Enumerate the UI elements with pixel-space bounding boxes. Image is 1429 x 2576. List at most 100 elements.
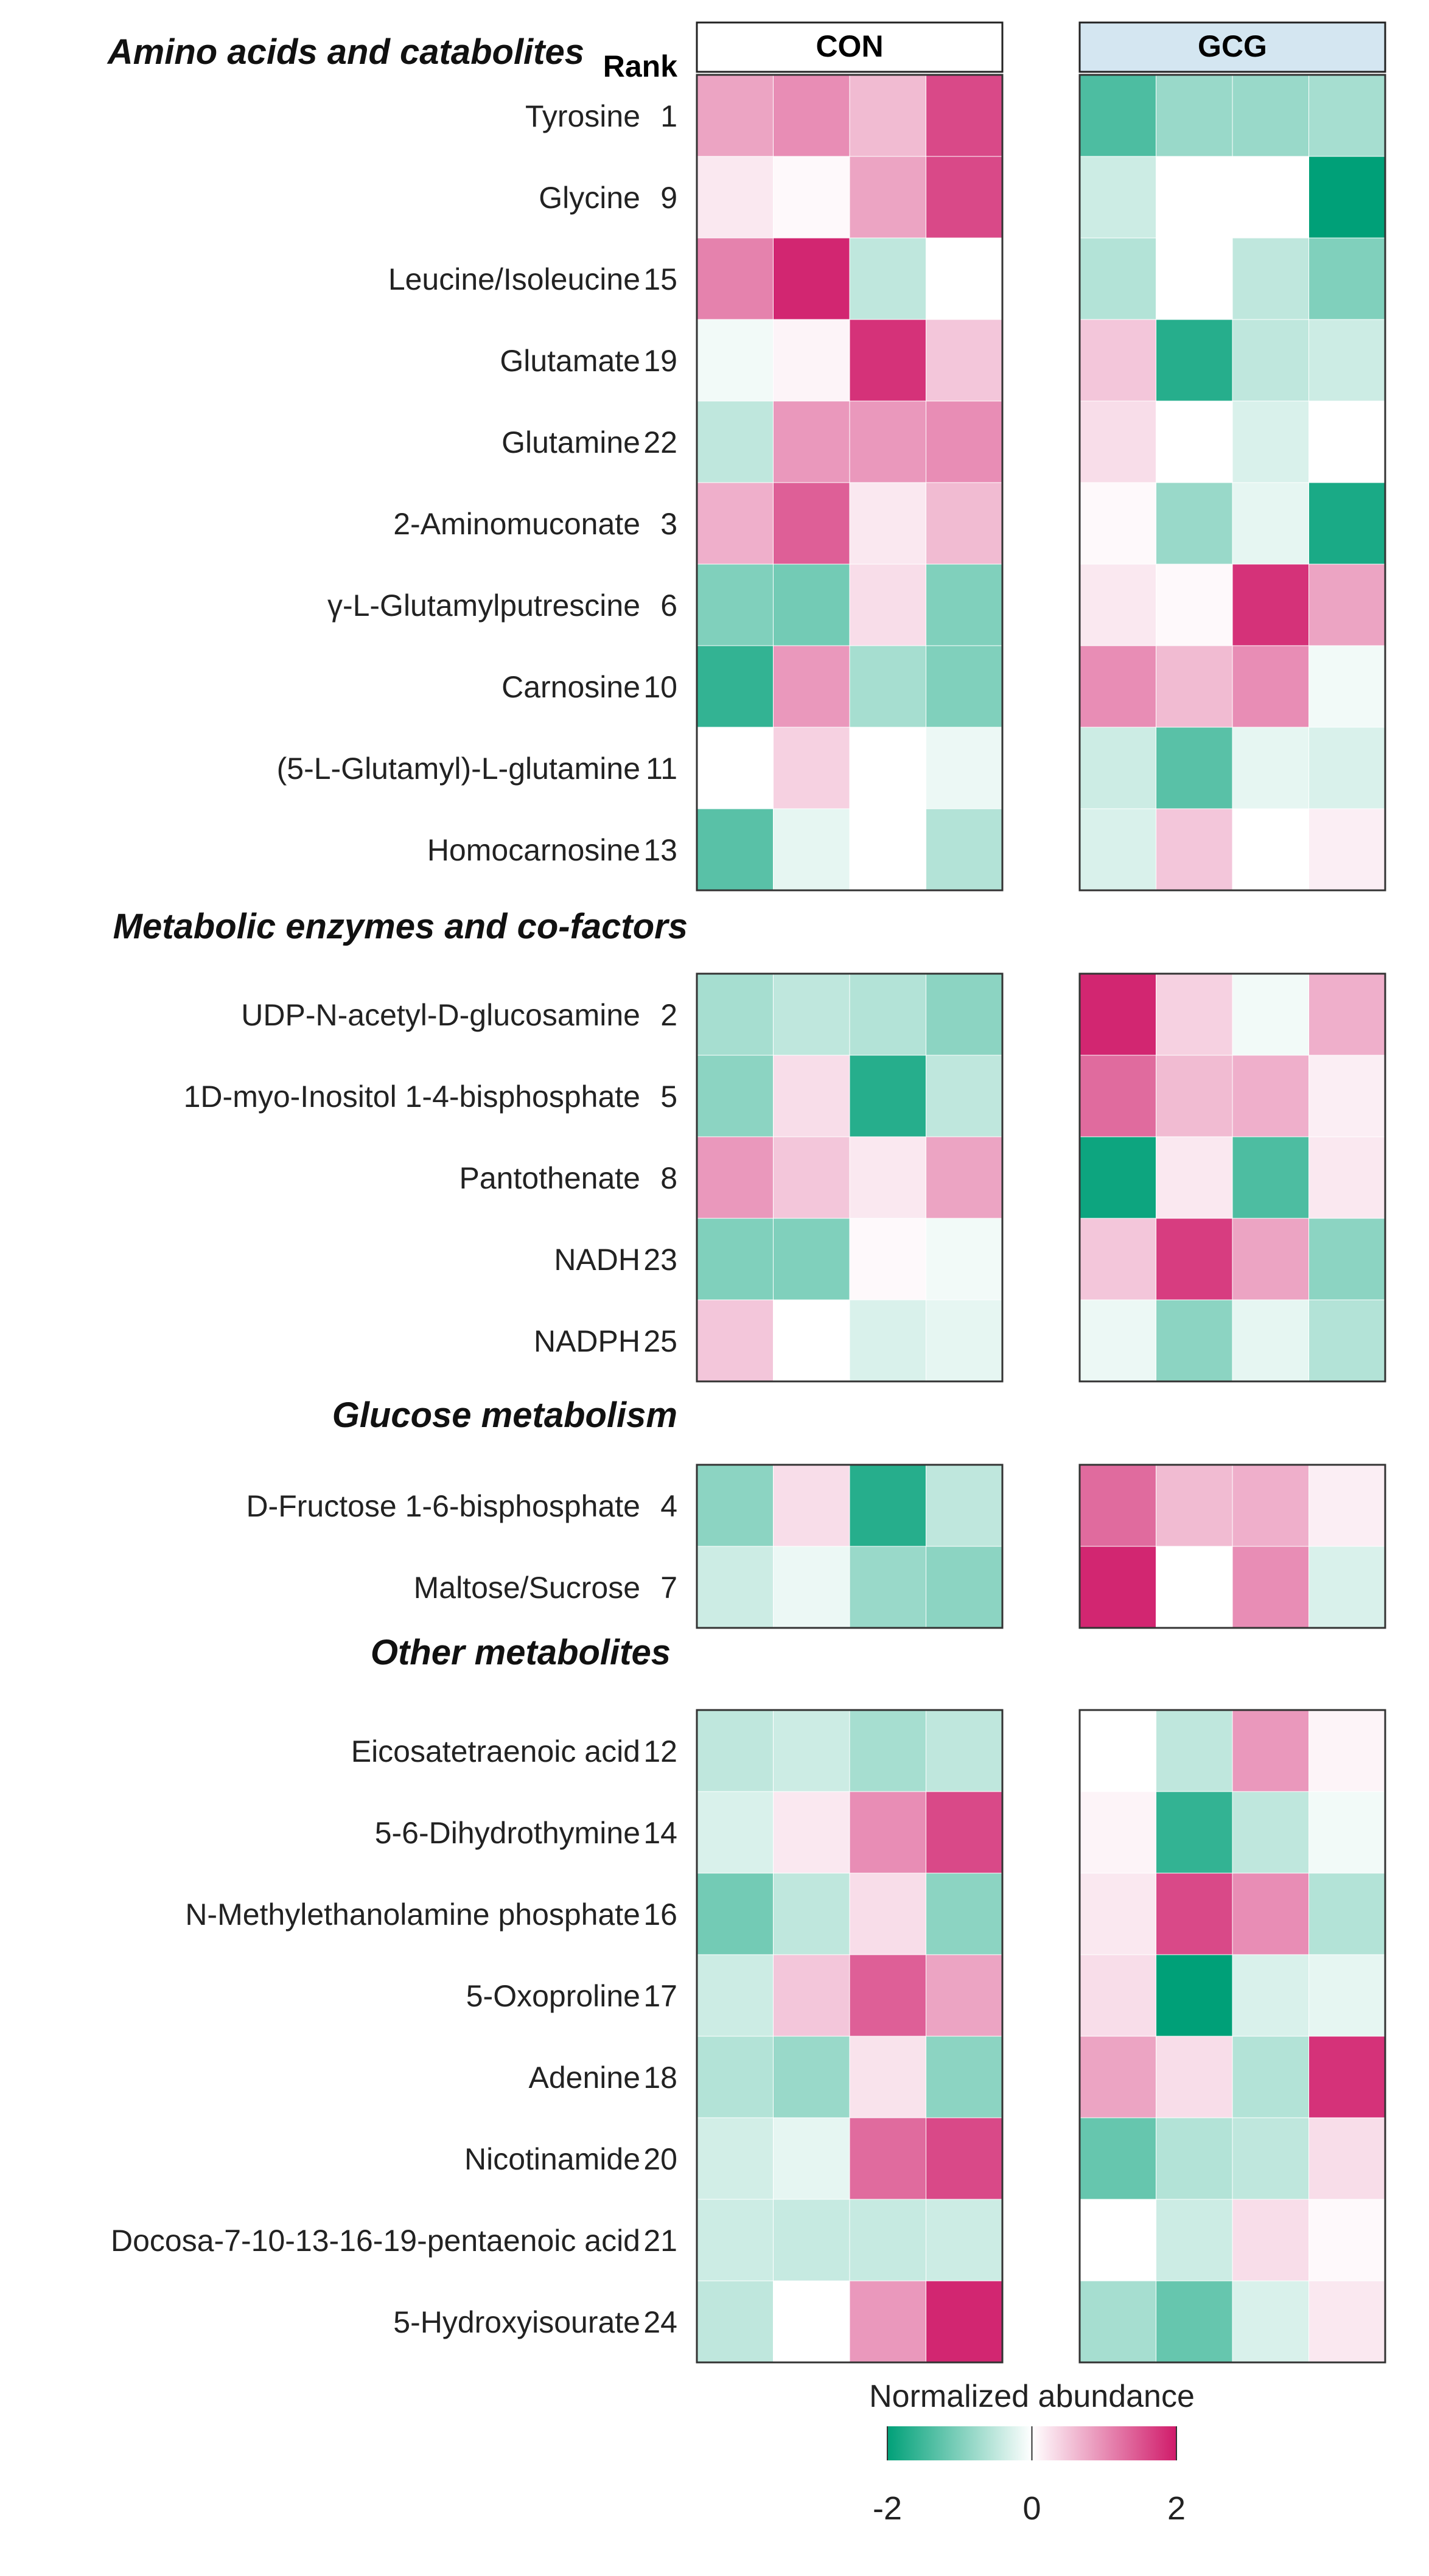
heat-cell-gcg — [1232, 808, 1309, 891]
heat-cell-con — [696, 1709, 774, 1792]
heat-cell-con — [926, 1546, 1003, 1628]
row-label: 5-6-Dihydrothymine — [375, 1816, 640, 1850]
heat-cell-con — [926, 1136, 1003, 1219]
section-title: Amino acids and catabolites — [107, 32, 584, 72]
block-border-gcg — [1078, 74, 1386, 892]
colorbar-title: Normalized abundance — [869, 2379, 1195, 2414]
heat-cell-con — [696, 727, 774, 809]
heat-cell-con — [773, 1791, 850, 1874]
heat-cell-gcg — [1232, 156, 1309, 239]
heat-cell-con — [696, 1055, 774, 1137]
block-border-gcg — [1078, 1709, 1386, 2364]
row-rank: 16 — [643, 1897, 677, 1932]
heat-cell-con — [773, 564, 850, 646]
heat-cell-con — [696, 237, 774, 320]
heat-cell-con — [849, 1218, 926, 1300]
heat-cell-con — [926, 727, 1003, 809]
heat-cell-gcg — [1232, 400, 1309, 483]
row-label: Docosa-7-10-13-16-19-pentaenoic acid — [111, 2224, 640, 2258]
row-rank: 18 — [643, 2061, 677, 2095]
heat-cell-gcg — [1308, 1873, 1386, 1955]
heat-cell-gcg — [1232, 645, 1309, 728]
heat-cell-con — [696, 2036, 774, 2118]
heat-cell-gcg — [1156, 2036, 1233, 2118]
heat-cell-gcg — [1308, 2280, 1386, 2363]
row-rank: 15 — [643, 262, 677, 296]
heat-cell-gcg — [1308, 1055, 1386, 1137]
block-border-gcg — [1078, 972, 1386, 1383]
heat-cell-con — [849, 1873, 926, 1955]
heat-cell-con — [926, 2280, 1003, 2363]
heat-cell-gcg — [1308, 1546, 1386, 1628]
block-border-con — [696, 74, 1004, 892]
heat-cell-con — [696, 400, 774, 483]
row-rank: 17 — [643, 1979, 677, 2013]
row-rank: 11 — [646, 752, 677, 786]
heat-cell-con — [849, 564, 926, 646]
heat-cell-gcg — [1156, 1464, 1233, 1547]
heat-cell-con — [773, 1873, 850, 1955]
heat-cell-con — [849, 645, 926, 728]
heat-cell-con — [849, 2117, 926, 2200]
heat-cell-gcg — [1308, 1218, 1386, 1300]
heat-cell-gcg — [1079, 74, 1156, 157]
row-rank: 3 — [660, 507, 677, 541]
row-label: NADPH — [534, 1324, 640, 1358]
heat-cell-con — [926, 74, 1003, 157]
heat-cell-gcg — [1156, 2280, 1233, 2363]
heat-cell-con — [773, 319, 850, 402]
heat-cell-gcg — [1079, 1546, 1156, 1628]
heat-cell-gcg — [1308, 973, 1386, 1056]
heat-cell-gcg — [1079, 1709, 1156, 1792]
heat-cell-gcg — [1079, 2117, 1156, 2200]
section-title: Metabolic enzymes and co-factors — [113, 907, 688, 946]
heat-cell-con — [773, 2280, 850, 2363]
heat-cell-con — [696, 482, 774, 565]
heat-cell-con — [773, 973, 850, 1056]
heat-cell-con — [926, 156, 1003, 239]
row-label: N-Methylethanolamine phosphate — [185, 1897, 640, 1932]
heat-cell-gcg — [1156, 808, 1233, 891]
row-rank: 14 — [643, 1816, 677, 1850]
heat-cell-gcg — [1232, 2280, 1309, 2363]
row-rank: 22 — [643, 425, 677, 459]
heat-cell-con — [849, 1791, 926, 1874]
heat-cell-gcg — [1156, 1873, 1233, 1955]
heat-cell-gcg — [1308, 1299, 1386, 1382]
heat-cell-gcg — [1156, 1299, 1233, 1382]
heat-cell-gcg — [1308, 2199, 1386, 2281]
block-border-con — [696, 1709, 1004, 2364]
row-label: Nicotinamide — [464, 2142, 640, 2176]
row-label: 1D-myo-Inositol 1-4-bisphosphate — [184, 1080, 640, 1114]
heat-cell-con — [849, 237, 926, 320]
heat-cell-con — [773, 1709, 850, 1792]
heat-cell-gcg — [1156, 482, 1233, 565]
heat-cell-gcg — [1232, 2199, 1309, 2281]
heat-cell-gcg — [1232, 237, 1309, 320]
heat-cell-con — [696, 1954, 774, 2037]
heat-cell-con — [773, 1954, 850, 2037]
heat-cell-con — [849, 1709, 926, 1792]
heat-cell-gcg — [1232, 1299, 1309, 1382]
heat-cell-con — [849, 2199, 926, 2281]
heat-cell-gcg — [1079, 1218, 1156, 1300]
heat-cell-con — [849, 482, 926, 565]
row-label: UDP-N-acetyl-D-glucosamine — [241, 998, 640, 1032]
heat-cell-con — [696, 156, 774, 239]
heat-cell-con — [696, 2199, 774, 2281]
heat-cell-con — [926, 2036, 1003, 2118]
heat-cell-con — [773, 1464, 850, 1547]
heat-cell-con — [773, 645, 850, 728]
heat-cell-gcg — [1156, 1218, 1233, 1300]
heat-cell-gcg — [1156, 2117, 1233, 2200]
heat-cell-con — [696, 564, 774, 646]
heat-cell-con — [696, 645, 774, 728]
colorbar-tick-label: 0 — [1022, 2490, 1041, 2527]
row-label: Adenine — [529, 2061, 641, 2095]
heat-cell-gcg — [1232, 1709, 1309, 1792]
heat-cell-gcg — [1156, 156, 1233, 239]
row-label: Tyrosine — [525, 99, 640, 133]
heat-cell-gcg — [1079, 1791, 1156, 1874]
heat-cell-gcg — [1079, 1299, 1156, 1382]
heat-cell-gcg — [1232, 482, 1309, 565]
